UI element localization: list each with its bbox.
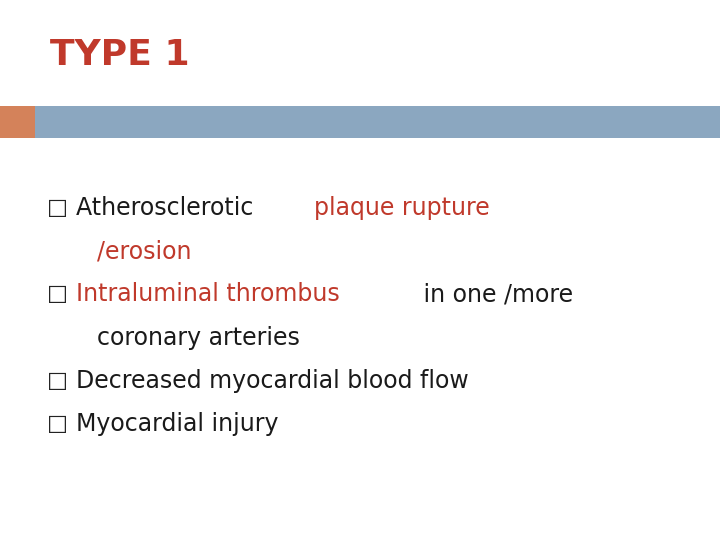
Text: plaque rupture: plaque rupture <box>314 196 490 220</box>
Bar <box>0 106 35 138</box>
Text: Decreased myocardial blood flow: Decreased myocardial blood flow <box>76 369 468 393</box>
Text: □: □ <box>47 198 68 218</box>
Text: Intraluminal thrombus: Intraluminal thrombus <box>76 282 339 306</box>
Text: /erosion: /erosion <box>97 239 192 263</box>
Text: in one /more: in one /more <box>416 282 573 306</box>
Bar <box>35 106 720 138</box>
Text: □: □ <box>47 284 68 305</box>
Text: Myocardial injury: Myocardial injury <box>76 412 278 436</box>
Text: TYPE 1: TYPE 1 <box>50 38 190 72</box>
Text: □: □ <box>47 370 68 391</box>
Text: Atherosclerotic: Atherosclerotic <box>76 196 261 220</box>
Text: □: □ <box>47 414 68 434</box>
Text: coronary arteries: coronary arteries <box>97 326 300 349</box>
